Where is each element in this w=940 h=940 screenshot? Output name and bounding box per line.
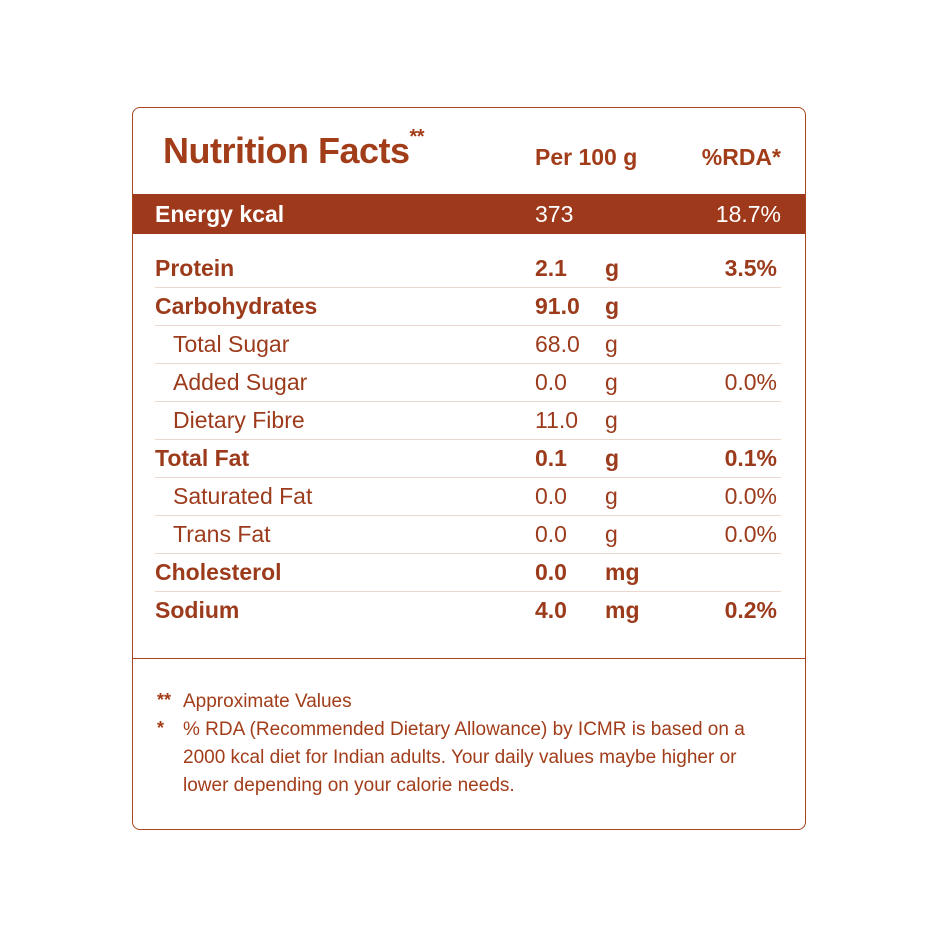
footnote-marker: ** xyxy=(157,690,172,710)
nutrient-rda: 0.0% xyxy=(724,369,777,395)
table-row: Protein 2.1 g 3.5% xyxy=(155,250,781,288)
nutrient-name: Carbohydrates xyxy=(155,293,318,319)
nutrient-value: 0.1 xyxy=(535,445,567,471)
nutrient-value: 4.0 xyxy=(535,597,567,623)
nutrient-rda: 0.1% xyxy=(724,445,777,471)
per-100g-header: Per 100 g xyxy=(535,144,638,170)
nutrient-name: Sodium xyxy=(155,597,240,623)
nutrient-name: Total Sugar xyxy=(173,331,290,357)
nutrient-value: 0.0 xyxy=(535,559,567,585)
nutrient-unit: g xyxy=(605,255,620,281)
nutrient-unit: g xyxy=(605,293,620,319)
nutrient-unit: mg xyxy=(605,597,640,623)
nutrient-rda: 0.0% xyxy=(724,483,777,509)
table-row: Total Fat 0.1 g 0.1% xyxy=(155,440,781,478)
table-row: Sodium 4.0 mg 0.2% xyxy=(155,592,781,630)
table-row: Carbohydrates 91.0 g xyxy=(155,288,781,326)
nutrient-value: 91.0 xyxy=(535,293,580,319)
nutrition-facts-panel: Nutrition Facts** Per 100 g %RDA* Energy… xyxy=(132,107,806,830)
page-title: Nutrition Facts** xyxy=(163,126,425,172)
table-row: Total Sugar 68.0 g xyxy=(155,326,781,364)
nutrient-name: Total Fat xyxy=(155,445,250,471)
table-row: Added Sugar 0.0 g 0.0% xyxy=(155,364,781,402)
nutrient-unit: mg xyxy=(605,559,640,585)
nutrient-unit: g xyxy=(605,521,618,547)
nutrient-value: 0.0 xyxy=(535,521,567,547)
footnotes: ** Approximate Values * % RDA (Recommend… xyxy=(157,688,781,800)
nutrient-name: Cholesterol xyxy=(155,559,282,585)
nutrient-unit: g xyxy=(605,407,618,433)
nutrient-value: 2.1 xyxy=(535,255,567,281)
divider xyxy=(133,658,805,659)
nutrient-name: Saturated Fat xyxy=(173,483,313,509)
nutrient-table: Protein 2.1 g 3.5% Carbohydrates 91.0 g Total S… xyxy=(133,250,805,630)
nutrient-name: Added Sugar xyxy=(173,369,308,395)
nutrient-unit: g xyxy=(605,483,618,509)
footnote-text: % RDA (Recommended Dietary Allowance) by… xyxy=(183,719,745,796)
nutrient-value: 0.0 xyxy=(535,369,567,395)
nutrient-rda: 0.0% xyxy=(724,521,777,547)
nutrient-unit: g xyxy=(605,445,620,471)
rda-header: %RDA* xyxy=(701,144,781,170)
nutrient-value: 0.0 xyxy=(535,483,567,509)
footnote-rda: * % RDA (Recommended Dietary Allowance) … xyxy=(157,716,781,800)
energy-value: 373 xyxy=(535,201,574,227)
nutrient-value: 68.0 xyxy=(535,331,580,357)
footnote-marker: * xyxy=(157,718,165,738)
footnote-text: Approximate Values xyxy=(183,691,352,712)
title-marker: ** xyxy=(409,126,425,148)
nutrient-unit: g xyxy=(605,369,618,395)
nutrient-name: Trans Fat xyxy=(173,521,271,547)
table-row: Dietary Fibre 11.0 g xyxy=(155,402,781,440)
energy-row: Energy kcal 373 18.7% xyxy=(133,194,805,234)
footnote-approximate: ** Approximate Values xyxy=(157,688,781,716)
energy-rda: 18.7% xyxy=(715,201,781,227)
table-row: Trans Fat 0.0 g 0.0% xyxy=(155,516,781,554)
nutrient-name: Dietary Fibre xyxy=(173,407,305,433)
nutrient-value: 11.0 xyxy=(535,407,579,433)
nutrient-rda: 3.5% xyxy=(724,255,777,281)
table-row: Saturated Fat 0.0 g 0.0% xyxy=(155,478,781,516)
title-text: Nutrition Facts xyxy=(163,130,410,171)
energy-label: Energy kcal xyxy=(155,201,285,227)
table-row: Cholesterol 0.0 mg xyxy=(155,554,781,592)
nutrient-unit: g xyxy=(605,331,618,357)
nutrient-rda: 0.2% xyxy=(724,597,777,623)
nutrient-name: Protein xyxy=(155,255,235,281)
